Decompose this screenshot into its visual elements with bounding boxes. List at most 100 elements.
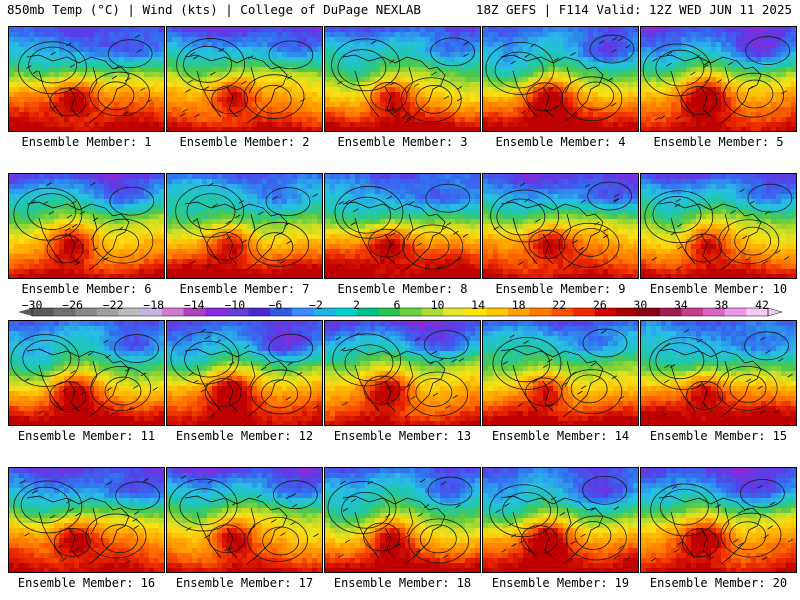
temperature-map <box>167 321 322 425</box>
height-contour <box>268 333 314 363</box>
wind-barb <box>228 361 235 366</box>
wind-barb <box>38 410 44 414</box>
height-contour <box>412 231 450 261</box>
wind-barb <box>66 499 72 504</box>
wind-barb <box>117 226 124 231</box>
ensemble-member-label: Ensemble Member: 16 <box>17 576 156 590</box>
height-contour <box>655 342 705 380</box>
temperature-map <box>167 27 322 131</box>
wind-barb <box>313 405 319 409</box>
wind-barb <box>133 525 140 529</box>
height-contour <box>415 85 453 114</box>
wind-barb <box>666 62 672 67</box>
wind-barb <box>669 364 676 368</box>
wind-barb <box>703 61 710 66</box>
wind-barb <box>185 88 191 93</box>
height-contour <box>526 82 564 112</box>
height-contour <box>272 480 318 510</box>
ensemble-member-label: Ensemble Member: 4 <box>495 135 626 149</box>
colorbar-tick-label: −30 <box>21 298 43 312</box>
coastline <box>500 348 604 418</box>
wind-barb <box>457 97 463 102</box>
wind-barb <box>406 115 413 120</box>
colorbar-swatch <box>161 308 185 316</box>
wind-barb <box>390 232 396 237</box>
wind-barb <box>697 338 703 343</box>
wind-barb <box>550 496 557 501</box>
wind-barb <box>439 357 445 362</box>
wind-barb <box>152 387 158 391</box>
wind-barb <box>185 527 192 531</box>
coastline <box>342 54 446 124</box>
colorbar-swatch <box>508 308 531 316</box>
height-contour <box>265 187 311 216</box>
temperature-map <box>9 321 164 425</box>
wind-barb <box>68 507 75 512</box>
height-contour <box>247 517 308 562</box>
wind-barb <box>74 547 81 551</box>
wind-barb <box>190 260 196 265</box>
ensemble-member-label: Ensemble Member: 3 <box>337 135 468 149</box>
wind-barb <box>674 203 680 208</box>
ensemble-member-panel <box>8 320 165 426</box>
colorbar-tick-label: −26 <box>62 298 83 312</box>
wind-barb <box>749 200 755 205</box>
colorbar-swatch <box>140 308 163 316</box>
temperature-map <box>9 174 164 278</box>
height-contour <box>206 231 244 261</box>
wind-barb <box>272 196 278 200</box>
wind-barb <box>207 479 213 484</box>
wind-barb <box>436 265 442 270</box>
wind-barb <box>340 347 346 352</box>
height-contour <box>582 328 628 358</box>
coastline <box>26 201 130 271</box>
colorbar-tick-label: 30 <box>633 298 648 312</box>
wind-barb <box>650 557 657 562</box>
height-contour <box>494 51 544 89</box>
ensemble-member-label: Ensemble Member: 17 <box>175 576 314 590</box>
temperature-map <box>325 468 480 572</box>
height-contour <box>577 81 615 111</box>
wind-barb <box>708 556 715 561</box>
ensemble-member-panel <box>166 173 323 279</box>
coastline <box>184 54 288 124</box>
wind-barb <box>410 395 416 400</box>
height-contour <box>736 79 774 109</box>
height-contour <box>589 34 635 64</box>
wind-barb <box>578 246 585 251</box>
temperature-map <box>641 174 796 278</box>
temperature-map <box>641 468 796 572</box>
wind-barb <box>370 40 377 45</box>
height-contour <box>490 189 560 243</box>
wind-barb <box>193 55 199 60</box>
wind-barb <box>125 560 132 564</box>
wind-barb <box>670 231 677 236</box>
wind-barb <box>442 554 449 559</box>
height-contour <box>682 528 719 558</box>
height-contour <box>331 38 400 92</box>
wind-barb <box>215 339 221 344</box>
wind-barb <box>208 182 214 187</box>
wind-barb <box>205 263 211 268</box>
wind-barb <box>759 336 766 341</box>
height-contour <box>400 77 462 123</box>
wind-barb <box>140 372 147 377</box>
height-contour <box>363 375 401 405</box>
wind-barb <box>344 539 351 544</box>
wind-barb <box>784 256 790 260</box>
wind-barb <box>455 504 461 508</box>
wind-barb <box>350 222 356 226</box>
ensemble-member-panel <box>324 26 481 132</box>
wind-barb <box>764 210 771 215</box>
wind-barb <box>312 193 318 198</box>
wind-barb <box>285 495 291 500</box>
wind-barb <box>520 110 526 115</box>
height-contour <box>102 229 140 258</box>
colorbar-swatch <box>400 308 423 316</box>
wind-barb <box>218 47 225 52</box>
ensemble-member-label: Ensemble Member: 5 <box>653 135 784 149</box>
wind-barb <box>509 334 515 339</box>
wind-barb <box>416 242 422 247</box>
wind-barb <box>613 506 620 510</box>
wind-barb <box>787 538 793 543</box>
